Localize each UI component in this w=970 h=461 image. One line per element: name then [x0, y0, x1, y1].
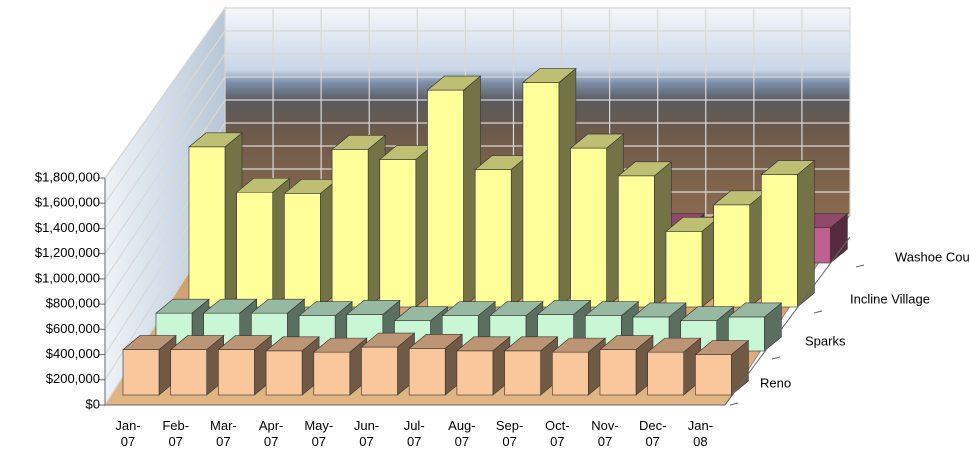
y-tick-label: $600,000 — [46, 321, 100, 336]
bar-top — [646, 337, 702, 353]
bar-top — [632, 302, 687, 318]
depth-tick — [813, 310, 823, 314]
bar — [331, 149, 369, 308]
x-tick-label: May-07 — [304, 418, 334, 449]
x-tick-label: Aug-07 — [448, 418, 476, 449]
bar-top — [312, 337, 368, 353]
bar — [647, 351, 685, 396]
bar — [761, 174, 798, 308]
bar — [570, 147, 607, 308]
x-tick-label: Feb-07 — [162, 418, 190, 449]
y-tick-label: $1,400,000 — [35, 220, 100, 235]
bar-top — [169, 335, 225, 350]
bar-top — [188, 132, 243, 148]
bar-top — [503, 336, 559, 352]
y-tick-label: $0 — [86, 396, 100, 411]
bar-side — [797, 159, 815, 308]
x-tick-label: Mar-07 — [210, 418, 237, 449]
bar-top — [360, 332, 416, 348]
bar — [665, 231, 703, 308]
bar-top — [584, 301, 640, 316]
bar — [599, 349, 637, 396]
series-label: Sparks — [805, 333, 846, 348]
depth-tick — [771, 356, 781, 360]
bar-top — [408, 334, 464, 349]
depth-tick — [855, 264, 865, 268]
bar-top — [760, 160, 816, 175]
bar-top — [426, 75, 482, 91]
bar-top — [122, 335, 177, 350]
bar — [522, 82, 560, 308]
bar-top — [551, 337, 607, 353]
bar — [170, 349, 207, 396]
bar-top — [617, 161, 673, 177]
x-tick-label: Jun-07 — [353, 418, 380, 449]
x-tick-label: Jan-08 — [687, 418, 714, 449]
bar — [551, 351, 589, 396]
bar-top — [235, 177, 291, 193]
x-tick-label: Jan-07 — [115, 418, 141, 449]
bar-top — [522, 68, 577, 83]
bar — [361, 346, 398, 396]
y-tick-label: $200,000 — [46, 371, 100, 386]
bar — [218, 349, 255, 396]
x-tick-label: Nov-07 — [591, 418, 619, 449]
bar-top — [456, 336, 511, 352]
y-tick-label: $800,000 — [46, 296, 100, 311]
bar — [408, 348, 446, 396]
bar-top — [217, 335, 273, 350]
bar — [265, 350, 303, 396]
y-tick-label: $1,800,000 — [35, 169, 100, 184]
bar-top — [569, 133, 625, 149]
bar — [474, 169, 512, 308]
bar-top — [727, 302, 783, 318]
y-tick-label: $400,000 — [46, 346, 100, 361]
bar — [695, 354, 732, 396]
series-label: Reno — [760, 375, 791, 390]
bar — [713, 204, 751, 308]
bar — [188, 146, 226, 308]
bar-top — [441, 301, 497, 316]
x-tick-label: Sep-07 — [495, 418, 524, 449]
bar — [617, 175, 655, 308]
x-tick-label: Jul-07 — [403, 418, 425, 449]
bar — [379, 159, 417, 308]
bar-top — [489, 301, 544, 316]
bar — [427, 89, 464, 308]
bar-top — [331, 135, 386, 150]
bar — [284, 193, 321, 308]
bar-top — [250, 298, 306, 314]
x-tick-label: Dec-07 — [638, 418, 667, 449]
bar-top — [202, 298, 258, 314]
bar-top — [599, 335, 654, 350]
y-tick-label: $1,600,000 — [35, 195, 100, 210]
bar — [313, 351, 351, 396]
bar — [122, 349, 160, 396]
x-tick-label: Apr-07 — [258, 418, 284, 449]
bar — [456, 350, 494, 396]
bar — [236, 191, 273, 308]
series-label: Incline Village — [850, 291, 930, 306]
bar-top — [265, 336, 320, 352]
bar-top — [393, 306, 449, 322]
bar-top — [345, 300, 401, 315]
x-tick-label: Oct-07 — [545, 418, 570, 449]
y-tick-label: $1,000,000 — [35, 270, 100, 285]
y-tick-label: $1,200,000 — [35, 245, 100, 260]
bar-top — [298, 301, 353, 316]
bar-top — [536, 300, 592, 315]
bar — [504, 350, 541, 396]
series-label: Washoe County — [895, 249, 970, 264]
bar-top — [694, 340, 750, 355]
bar-top — [155, 298, 210, 314]
bar-top — [679, 306, 735, 322]
depth-tick — [729, 402, 739, 406]
depth-axis — [724, 236, 851, 406]
